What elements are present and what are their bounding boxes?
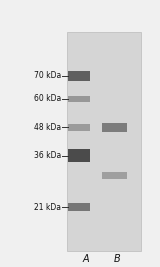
Bar xyxy=(68,124,90,131)
Text: 60 kDa: 60 kDa xyxy=(34,94,61,103)
Text: B: B xyxy=(114,254,121,264)
Text: 70 kDa: 70 kDa xyxy=(34,71,61,80)
Bar xyxy=(68,96,90,102)
Bar xyxy=(68,70,90,81)
Bar xyxy=(102,172,127,179)
Text: 36 kDa: 36 kDa xyxy=(34,151,61,160)
Bar xyxy=(68,203,90,211)
Text: 48 kDa: 48 kDa xyxy=(34,123,61,132)
Bar xyxy=(68,149,90,162)
Bar xyxy=(102,123,127,132)
Text: A: A xyxy=(82,254,89,264)
Text: 21 kDa: 21 kDa xyxy=(34,203,61,212)
Bar xyxy=(67,32,141,251)
